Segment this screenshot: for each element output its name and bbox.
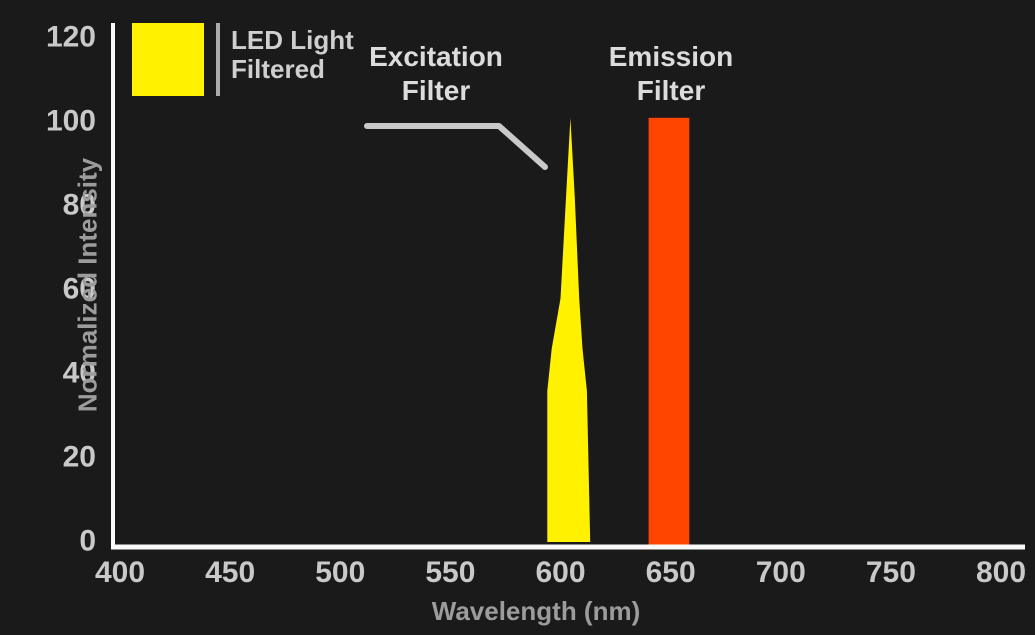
x-tick-label: 700 bbox=[755, 556, 806, 589]
y-tick-label: 40 bbox=[62, 356, 96, 390]
x-tick-label: 400 bbox=[94, 556, 146, 589]
excitation-filter-label-line1: Excitation bbox=[369, 41, 503, 72]
x-tick-label: 800 bbox=[975, 556, 1027, 589]
x-tick-label: 450 bbox=[205, 556, 256, 589]
x-tick-label: 750 bbox=[865, 556, 916, 589]
legend-color-swatch bbox=[132, 23, 204, 96]
y-tick-label: 0 bbox=[79, 524, 96, 558]
x-tick-label: 600 bbox=[535, 556, 586, 589]
x-tick-label: 650 bbox=[645, 556, 696, 589]
legend-separator bbox=[216, 23, 220, 96]
excitation-filter-label-line2: Filter bbox=[401, 75, 471, 106]
x-axis-title: Wavelength (nm) bbox=[431, 596, 641, 626]
excitation-filter-label: Excitation Filter bbox=[369, 40, 503, 108]
legend-label-line2: Filtered bbox=[231, 54, 325, 84]
y-tick-label: 100 bbox=[45, 104, 96, 138]
x-tick-label: 550 bbox=[425, 556, 476, 589]
x-tick-label: 500 bbox=[315, 556, 366, 589]
legend-label-line1: LED Light bbox=[231, 25, 354, 55]
legend: LED Light Filtered bbox=[132, 23, 354, 96]
legend-label: LED Light Filtered bbox=[231, 23, 354, 96]
y-axis-title: Normalized Intensity bbox=[72, 157, 103, 413]
y-tick-label: 80 bbox=[62, 188, 96, 222]
emission-filter-label-line2: Filter bbox=[636, 75, 706, 106]
y-tick-label: 20 bbox=[62, 440, 96, 474]
emission-filter-label: Emission Filter bbox=[609, 40, 733, 108]
emission-filter-label-line1: Emission bbox=[608, 41, 734, 72]
excitation-peak-area bbox=[547, 117, 591, 543]
excitation-callout-line bbox=[364, 123, 548, 170]
emission-filter-band bbox=[648, 117, 690, 546]
y-tick-label: 60 bbox=[62, 272, 96, 306]
y-tick-label: 120 bbox=[45, 20, 96, 54]
